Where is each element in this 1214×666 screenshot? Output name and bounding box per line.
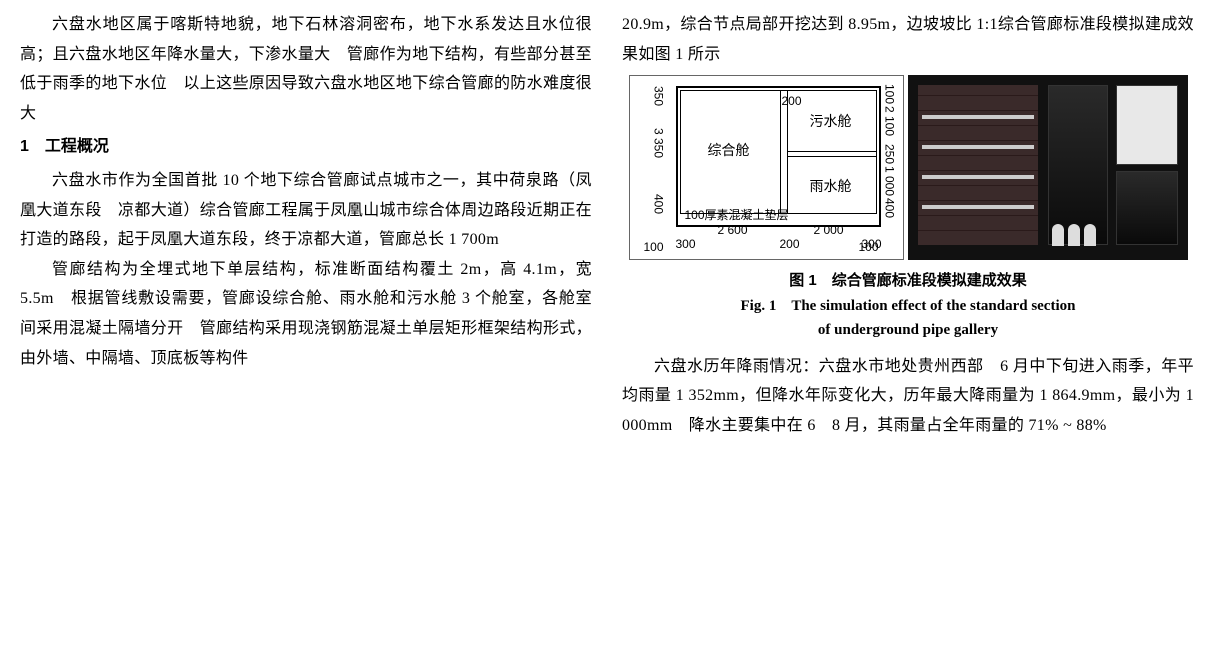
room-label-2: 污水舱 — [810, 109, 852, 135]
figure-caption-en-2: of underground pipe gallery — [622, 318, 1194, 342]
heading-number: 1 — [20, 138, 29, 155]
figure-1: 综合舱 污水舱 雨水舱 100厚素混凝土垫层 350 3 350 400 100… — [622, 75, 1194, 260]
room-label-1: 综合舱 — [708, 138, 750, 164]
dim-left-out: 100 — [644, 236, 664, 258]
continuation-paragraph: 20.9m，综合节点局部开挖达到 8.95m，边坡坡比 1:1综合管廊标准段模拟… — [622, 10, 1194, 69]
render-image — [908, 75, 1188, 260]
dim-left-mid: 3 350 — [648, 128, 670, 158]
rainfall-paragraph: 六盘水历年降雨情况：六盘水市地处贵州西部 6 月中下旬进入雨季，年平均雨量 1 … — [622, 352, 1194, 441]
dim-bot-r: 2 000 — [814, 219, 844, 241]
dim-right-bot: 400 — [878, 198, 900, 218]
heading-text: 工程概况 — [45, 138, 109, 155]
dim-left-top: 350 — [648, 86, 670, 106]
section-diagram: 综合舱 污水舱 雨水舱 100厚素混凝土垫层 350 3 350 400 100… — [629, 75, 904, 260]
figure-caption-cn: 图 1 综合管廊标准段模拟建成效果 — [622, 268, 1194, 294]
dim-right-mid1: 2 100 — [878, 106, 900, 136]
dim-bot-m: 200 — [780, 233, 800, 255]
dim-right-mid2: 250 — [878, 144, 900, 164]
dim-top-mid: 200 — [782, 90, 802, 112]
dim-left-bot: 400 — [648, 194, 670, 214]
left-column: 六盘水地区属于喀斯特地貌，地下石林溶洞密布，地下水系发达且水位很高；且六盘水地区… — [20, 10, 592, 666]
section-heading-1: 1 工程概况 — [20, 132, 592, 162]
room-label-3: 雨水舱 — [810, 174, 852, 200]
intro-paragraph: 六盘水地区属于喀斯特地貌，地下石林溶洞密布，地下水系发达且水位很高；且六盘水地区… — [20, 10, 592, 128]
overview-paragraph-2: 管廊结构为全埋式地下单层结构，标准断面结构覆土 2m，高 4.1m，宽 5.5m… — [20, 255, 592, 373]
dim-right-mid3: 1 000 — [878, 166, 900, 196]
dim-right-out: 100 — [858, 236, 878, 258]
figure-caption-en-1: Fig. 1 The simulation effect of the stan… — [622, 294, 1194, 318]
overview-paragraph-1: 六盘水市作为全国首批 10 个地下综合管廊试点城市之一，其中荷泉路（凤凰大道东段… — [20, 166, 592, 255]
dim-bot-l: 2 600 — [718, 219, 748, 241]
dim-bot-l-gap: 300 — [676, 233, 696, 255]
dim-right-top: 100 — [878, 84, 900, 104]
right-column: 20.9m，综合节点局部开挖达到 8.95m，边坡坡比 1:1综合管廊标准段模拟… — [622, 10, 1194, 666]
